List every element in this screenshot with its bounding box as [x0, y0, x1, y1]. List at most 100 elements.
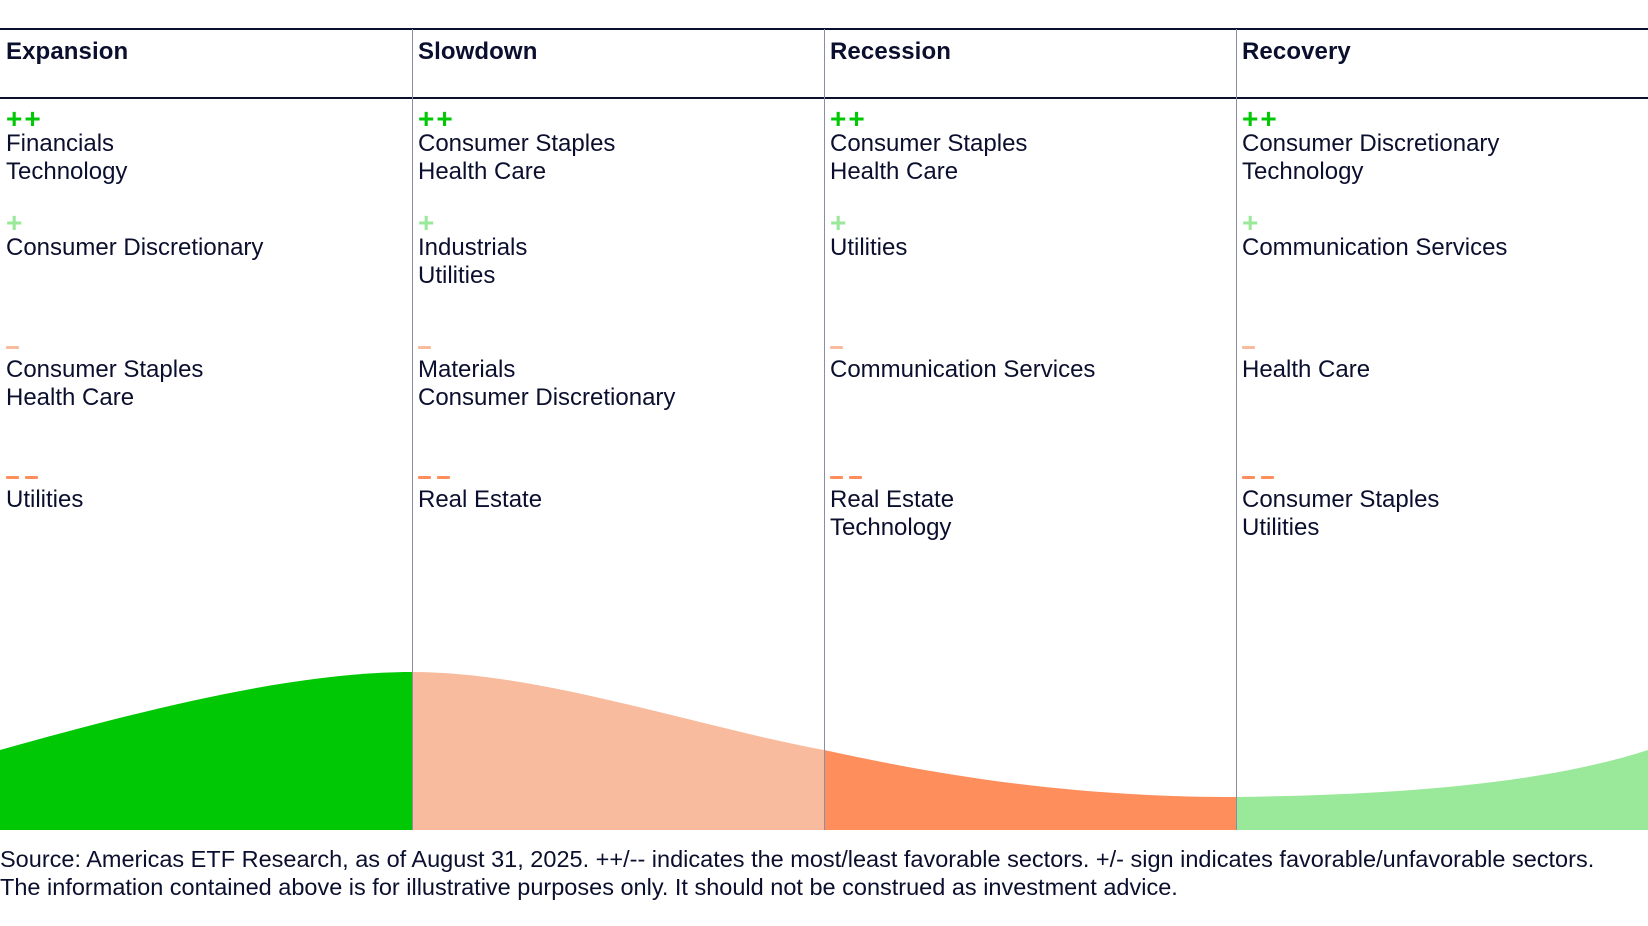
rating-symbol: [418, 466, 456, 484]
rating-symbol: +: [830, 207, 849, 238]
sector-group-single-minus: Consumer Staples Health Care: [6, 334, 203, 412]
phase-column-recession: Recession ++ Consumer Staples Health Care +…: [824, 0, 1236, 640]
sector-name: Financials: [6, 130, 115, 157]
sector-name: Consumer Discretionary: [6, 234, 264, 261]
sector-name: Industrials: [418, 234, 528, 261]
phase-title: Recession: [830, 38, 951, 65]
sector-group-single-plus: + Consumer Discretionary: [6, 207, 264, 262]
sector-name: Health Care: [418, 158, 547, 185]
sector-name: Utilities: [830, 234, 908, 261]
rating-symbol: [418, 336, 437, 354]
minus-dash: [849, 476, 862, 479]
recession-area: [824, 750, 1236, 830]
phase-title: Slowdown: [418, 38, 538, 65]
phase-column-recovery: Recovery ++ Consumer Discretionary Technol…: [1236, 0, 1648, 640]
double-minus-marker: [6, 464, 83, 486]
phase-title: Recovery: [1242, 38, 1351, 65]
source-footnote: Source: Americas ETF Research, as of Aug…: [0, 846, 1595, 900]
rating-symbol: ++: [830, 103, 867, 134]
sector-group-single-plus: + Utilities: [830, 207, 908, 262]
business-cycle-sector-diagram: Expansion ++ Financials Technology + Consume…: [0, 0, 1648, 830]
minus-dash: [25, 476, 38, 479]
sector-name: Communication Services: [830, 356, 1096, 383]
recovery-area: [1236, 750, 1648, 830]
single-minus-marker: [1242, 334, 1370, 356]
minus-dash: [1242, 476, 1255, 479]
sector-group-double-minus: Real Estate: [418, 464, 542, 514]
column-divider: [412, 29, 413, 830]
rating-symbol: [1242, 336, 1261, 354]
sector-name: Consumer Staples: [1242, 486, 1440, 513]
minus-dash: [418, 346, 431, 349]
sector-name: Utilities: [418, 262, 496, 289]
rating-symbol: +: [6, 207, 25, 238]
sector-name: Consumer Discretionary: [1242, 130, 1500, 157]
sector-group-double-minus: Consumer Staples Utilities: [1242, 464, 1439, 542]
rating-symbol: [830, 466, 868, 484]
single-plus-marker: +: [1242, 207, 1507, 238]
rating-symbol: ++: [1242, 103, 1279, 134]
sector-group-double-plus: ++ Consumer Discretionary Technology: [1242, 103, 1500, 186]
minus-dash: [418, 476, 431, 479]
rating-symbol: ++: [6, 103, 43, 134]
minus-dash: [437, 476, 450, 479]
double-plus-marker: ++: [418, 105, 615, 133]
sector-name: Technology: [830, 514, 952, 541]
sector-group-double-plus: ++ Financials Technology: [6, 103, 128, 186]
minus-dash: [1242, 346, 1255, 349]
sector-group-double-minus: Real Estate Technology: [830, 464, 954, 542]
double-plus-marker: ++: [830, 103, 1027, 134]
sector-name: Technology: [1242, 158, 1364, 185]
minus-dash: [6, 476, 19, 479]
sector-group-single-plus: + Industrials Utilities: [418, 207, 528, 290]
single-plus-marker: +: [6, 207, 263, 238]
sector-group-single-minus: Health Care: [1242, 334, 1370, 384]
sector-group-single-minus: Communication Services: [830, 334, 1095, 384]
sector-name: Communication Services: [1242, 234, 1508, 261]
business-cycle-curve: [0, 672, 1648, 830]
double-minus-marker: [1242, 464, 1439, 486]
rating-symbol: [830, 336, 849, 354]
minus-dash: [830, 476, 843, 479]
sector-name: Real Estate: [830, 486, 955, 513]
sector-group-double-plus: ++ Consumer Staples Health Care: [418, 105, 616, 186]
sector-name: Consumer Discretionary: [418, 384, 676, 411]
rating-symbol: [6, 466, 44, 484]
double-plus-marker: ++: [6, 103, 127, 134]
sector-name: Materials: [418, 356, 516, 383]
phase-column-expansion: Expansion ++ Financials Technology + Consume…: [0, 0, 412, 640]
sector-group-double-minus: Utilities: [6, 464, 83, 514]
sector-name: Health Care: [6, 384, 135, 411]
double-plus-marker: ++: [1242, 103, 1499, 134]
double-minus-marker: [830, 464, 954, 486]
sector-name: Consumer Staples: [830, 130, 1028, 157]
sector-group-single-minus: Materials Consumer Discretionary: [418, 334, 675, 412]
expansion-area: [0, 672, 412, 830]
sector-group-double-plus: ++ Consumer Staples Health Care: [830, 103, 1028, 186]
double-minus-marker: [418, 464, 542, 486]
rating-symbol: +: [1242, 207, 1261, 238]
rating-symbol: [6, 336, 25, 354]
minus-dash: [830, 346, 843, 349]
single-minus-marker: [6, 334, 203, 356]
phase-title: Expansion: [6, 38, 129, 65]
phase-column-slowdown: Slowdown ++ Consumer Staples Health Care + I…: [412, 0, 824, 640]
single-plus-marker: +: [830, 207, 907, 238]
single-plus-marker: +: [418, 207, 527, 238]
sector-name: Technology: [6, 158, 128, 185]
column-divider: [824, 29, 825, 830]
sector-name: Real Estate: [418, 486, 543, 513]
rating-symbol: [1242, 466, 1280, 484]
rating-symbol: +: [418, 207, 437, 238]
single-minus-marker: [418, 334, 675, 356]
sector-name: Consumer Staples: [6, 356, 204, 383]
single-minus-marker: [830, 334, 1095, 356]
sector-name: Consumer Staples: [418, 130, 616, 157]
sector-name: Health Care: [830, 158, 959, 185]
minus-dash: [6, 346, 19, 349]
column-divider: [1236, 29, 1237, 830]
minus-dash: [1261, 476, 1274, 479]
sector-name: Health Care: [1242, 356, 1371, 383]
sector-group-single-plus: + Communication Services: [1242, 207, 1508, 262]
sector-name: Utilities: [6, 486, 84, 513]
